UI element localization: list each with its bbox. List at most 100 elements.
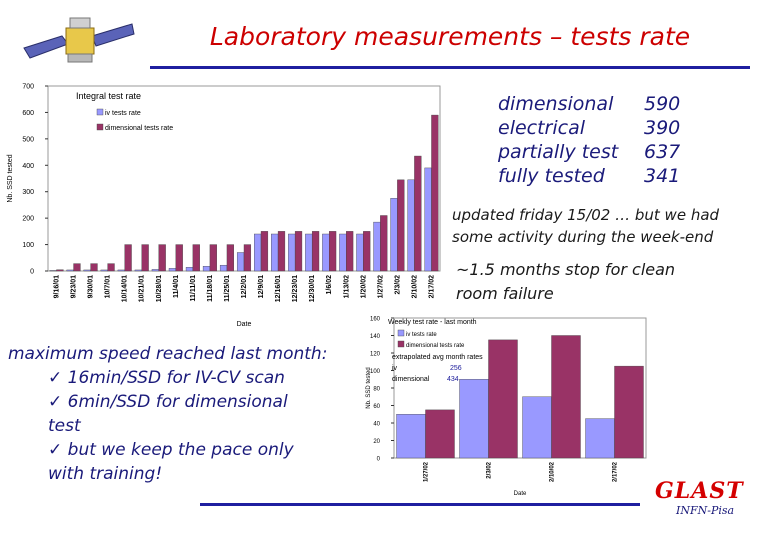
weekly-test-rate-chart: 0 20 40 60 80 100 120 140 160 1/27/02 2/3/02 2/10/0… — [366, 317, 647, 497]
speed-bullet-cont: with training! — [48, 464, 163, 484]
x-tick-label: 12/30/01 — [309, 275, 316, 302]
speed-notes: maximum speed reached last month: ✓ 16mi… — [8, 342, 353, 486]
dimensional-bar — [346, 231, 354, 272]
x-tick-label: 12/9/01 — [258, 275, 265, 298]
speed-bullet: ✓ 16min/SSD for IV-CV scan — [48, 368, 285, 388]
dimensional-bar — [73, 263, 81, 272]
stop-note-line: room failure — [456, 284, 554, 303]
stop-note: ~1.5 months stop for clean room failure — [456, 258, 756, 306]
y-tick-label: 500 — [22, 136, 34, 143]
stat-row: dimensional 590 — [498, 92, 704, 116]
x-tick-label: 11/11/01 — [190, 275, 197, 302]
dimensional-bar — [209, 244, 217, 272]
iv-bar — [424, 167, 432, 272]
dimensional-bar — [141, 244, 149, 272]
stat-label: electrical — [498, 117, 586, 139]
dimensional-bar — [397, 179, 405, 272]
iv-bar — [522, 396, 552, 459]
iv-bar — [66, 269, 74, 272]
x-tick-label: 1/6/02 — [326, 275, 333, 295]
y-axis-label: Nb. SSD tested — [7, 154, 14, 202]
update-note-line: updated friday 15/02 … but we had — [452, 206, 720, 224]
y-axis-label: Nb. SSD tested — [366, 367, 372, 408]
dimensional-bar — [614, 365, 644, 459]
iv-bar — [83, 269, 91, 272]
y-tick-label: 100 — [370, 369, 381, 375]
stat-value: 590 — [644, 93, 681, 115]
iv-bar — [305, 233, 313, 272]
dimensional-bar — [294, 231, 303, 272]
dimensional-bar — [311, 231, 320, 272]
y-tick-label: 100 — [22, 242, 34, 249]
x-tick-label: 10/28/01 — [156, 275, 163, 302]
glast-logo: GLAST — [655, 478, 744, 504]
x-tick-label: 1/20/02 — [360, 275, 367, 298]
stat-label: dimensional — [498, 93, 614, 115]
x-tick-label: 11/25/01 — [224, 275, 231, 302]
extrapolated-iv-label: iv — [392, 365, 398, 372]
y-tick-label: 40 — [373, 422, 380, 428]
iv-bar — [322, 233, 330, 272]
speed-bullet-cont: test — [48, 416, 81, 436]
iv-bar — [407, 179, 415, 272]
stat-value: 341 — [644, 165, 681, 187]
dimensional-bar — [363, 231, 371, 272]
stat-label: fully tested — [498, 165, 605, 187]
dimensional-bar — [414, 155, 422, 272]
iv-bar — [390, 198, 398, 272]
iv-bar — [151, 269, 159, 272]
x-tick-label: 11/4/01 — [173, 275, 180, 298]
speed-bullet: ✓ 6min/SSD for dimensional — [48, 392, 288, 412]
iv-bar — [236, 252, 245, 272]
iv-bar — [271, 233, 279, 272]
infn-pisa-label: INFN-Pisa — [676, 504, 735, 517]
x-tick-label: 2/10/02 — [550, 461, 556, 482]
legend-swatch — [397, 329, 405, 337]
stat-value: 637 — [644, 141, 681, 163]
y-tick-label: 0 — [377, 457, 381, 463]
y-tick-label: 20 — [373, 439, 380, 445]
dimensional-bar — [175, 244, 183, 272]
iv-bar — [202, 266, 211, 272]
y-tick-label: 140 — [370, 334, 381, 340]
stop-note-line: ~1.5 months stop for clean — [456, 260, 676, 279]
footer-rule — [200, 503, 640, 506]
iv-bar — [254, 233, 262, 272]
legend-label: iv tests rate — [105, 110, 141, 117]
y-tick-label: 300 — [22, 189, 34, 196]
x-tick-label: 12/2/01 — [241, 275, 248, 298]
dimensional-bar — [107, 263, 115, 272]
iv-bar — [185, 267, 194, 272]
x-tick-label: 1/27/02 — [424, 461, 430, 482]
legend-swatch — [397, 340, 405, 348]
dimensional-bar — [124, 244, 132, 272]
dimensional-bar — [158, 244, 166, 272]
x-tick-label: 2/3/02 — [394, 275, 401, 295]
legend-label: dimensional tests rate — [406, 343, 465, 349]
y-tick-label: 400 — [22, 163, 34, 170]
y-tick-label: 200 — [22, 216, 34, 223]
extrapolated-iv-value: 256 — [450, 365, 462, 372]
dimensional-bar — [431, 114, 439, 272]
x-tick-label: 1/27/02 — [377, 275, 384, 298]
legend-label: iv tests rate — [406, 332, 437, 338]
iv-bar — [168, 268, 177, 272]
x-tick-label: 10/21/01 — [139, 275, 146, 302]
x-tick-label: 10/14/01 — [122, 275, 129, 302]
iv-bar — [339, 233, 347, 272]
x-tick-label: 1/13/02 — [343, 275, 350, 298]
iv-bar — [134, 269, 142, 272]
iv-bar — [459, 379, 489, 459]
legend-swatch — [96, 108, 104, 116]
satellite-logo-icon — [23, 17, 135, 63]
dimensional-bar — [243, 244, 252, 272]
dimensional-bar — [56, 269, 64, 272]
legend-label: dimensional tests rate — [105, 125, 173, 132]
iv-bar — [396, 414, 426, 459]
chart-title: Integral test rate — [76, 91, 141, 101]
y-tick-label: 700 — [22, 84, 34, 91]
x-tick-label: 10/7/01 — [105, 275, 112, 298]
x-tick-label: 9/16/01 — [54, 275, 61, 298]
chart-title: Weekly test rate - last month — [388, 319, 477, 326]
x-tick-label: 2/17/02 — [428, 275, 435, 298]
